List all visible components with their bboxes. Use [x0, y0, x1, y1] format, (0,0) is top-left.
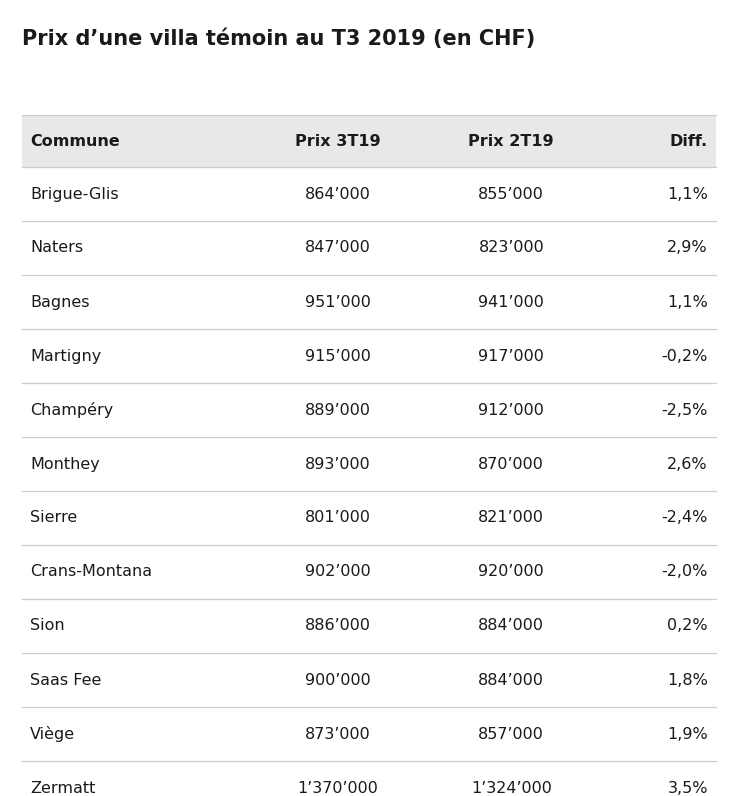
Text: 912’000: 912’000: [478, 403, 544, 417]
Text: -0,2%: -0,2%: [662, 349, 708, 364]
Text: Sion: Sion: [30, 618, 65, 634]
Text: 864’000: 864’000: [305, 186, 370, 201]
Text: 1,9%: 1,9%: [667, 727, 708, 742]
Text: 0,2%: 0,2%: [667, 618, 708, 634]
Text: 884’000: 884’000: [478, 673, 544, 688]
Text: Saas Fee: Saas Fee: [30, 673, 101, 688]
Text: 941’000: 941’000: [478, 295, 544, 310]
Text: 917’000: 917’000: [478, 349, 544, 364]
Text: 902’000: 902’000: [305, 564, 370, 579]
Text: 889’000: 889’000: [305, 403, 370, 417]
Text: Prix d’une villa témoin au T3 2019 (en CHF): Prix d’une villa témoin au T3 2019 (en C…: [22, 28, 535, 49]
Text: Prix 2T19: Prix 2T19: [469, 134, 554, 149]
Text: 801’000: 801’000: [305, 510, 370, 525]
Text: Champéry: Champéry: [30, 402, 113, 418]
Text: Bagnes: Bagnes: [30, 295, 89, 310]
Text: 915’000: 915’000: [305, 349, 370, 364]
Text: Monthey: Monthey: [30, 456, 100, 471]
Text: Prix 3T19: Prix 3T19: [295, 134, 381, 149]
Text: 2,9%: 2,9%: [667, 240, 708, 256]
Text: 884’000: 884’000: [478, 618, 544, 634]
Text: 900’000: 900’000: [305, 673, 370, 688]
Text: 2,6%: 2,6%: [667, 456, 708, 471]
Text: Viège: Viège: [30, 726, 75, 742]
Text: 857’000: 857’000: [478, 727, 544, 742]
Text: 3,5%: 3,5%: [667, 781, 708, 795]
Text: Zermatt: Zermatt: [30, 781, 95, 795]
Text: Naters: Naters: [30, 240, 83, 256]
Text: 870’000: 870’000: [478, 456, 544, 471]
Text: Sierre: Sierre: [30, 510, 77, 525]
Text: 1,8%: 1,8%: [667, 673, 708, 688]
Text: -2,4%: -2,4%: [662, 510, 708, 525]
Text: Commune: Commune: [30, 134, 120, 149]
Text: Diff.: Diff.: [670, 134, 708, 149]
Text: Crans-Montana: Crans-Montana: [30, 564, 152, 579]
Text: 823’000: 823’000: [478, 240, 544, 256]
Text: 1,1%: 1,1%: [667, 186, 708, 201]
Text: 847’000: 847’000: [305, 240, 370, 256]
Text: 951’000: 951’000: [305, 295, 370, 310]
Text: 821’000: 821’000: [478, 510, 544, 525]
Text: 855’000: 855’000: [478, 186, 544, 201]
Text: Martigny: Martigny: [30, 349, 101, 364]
Text: 1’324’000: 1’324’000: [471, 781, 552, 795]
Text: -2,5%: -2,5%: [662, 403, 708, 417]
Text: 920’000: 920’000: [478, 564, 544, 579]
Text: 1,1%: 1,1%: [667, 295, 708, 310]
Text: 873’000: 873’000: [305, 727, 370, 742]
Text: -2,0%: -2,0%: [662, 564, 708, 579]
Text: 893’000: 893’000: [305, 456, 370, 471]
Text: Brigue-Glis: Brigue-Glis: [30, 186, 119, 201]
Text: 886’000: 886’000: [305, 618, 370, 634]
Text: 1’370’000: 1’370’000: [297, 781, 378, 795]
